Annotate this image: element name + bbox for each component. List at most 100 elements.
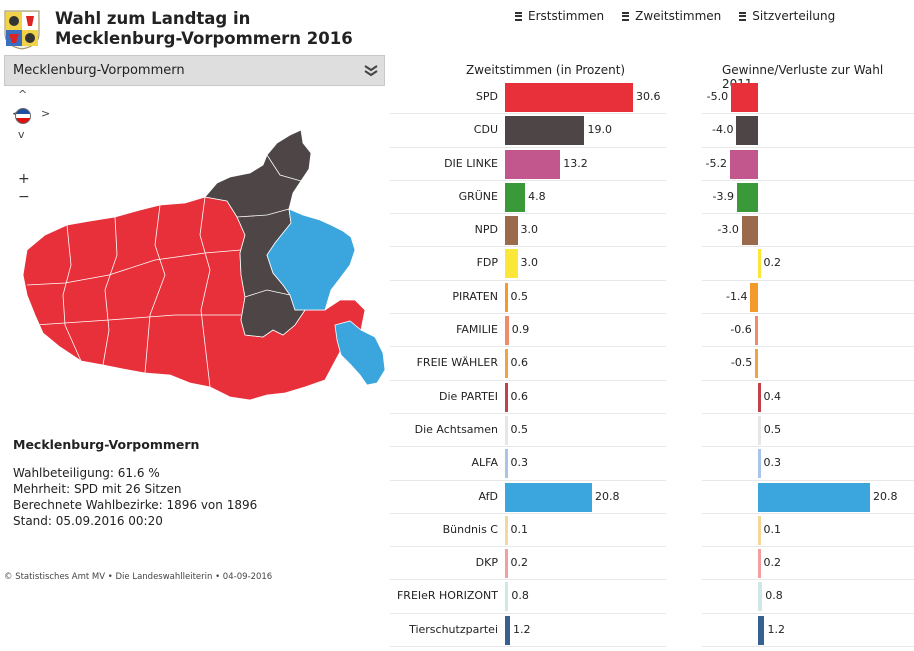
panel-gap xyxy=(666,213,702,248)
nav-label: Sitzverteilung xyxy=(752,9,836,23)
vote-share-label: 0.3 xyxy=(510,456,529,470)
panel-gap xyxy=(666,346,702,381)
panel-gap xyxy=(666,146,702,181)
panel-gap xyxy=(666,179,702,215)
change-bar xyxy=(737,182,758,212)
result-row[interactable]: PIRATEN 0.5 -1.4 xyxy=(390,279,914,315)
vote-share-label: 0.5 xyxy=(510,422,529,436)
vote-share-bar xyxy=(505,282,508,312)
pan-down-icon[interactable]: v xyxy=(18,128,25,141)
zoom-out-button[interactable]: − xyxy=(18,189,30,205)
change-label: 0.3 xyxy=(763,456,782,470)
party-label: CDU xyxy=(473,123,498,137)
change-bar xyxy=(758,582,763,612)
result-row[interactable]: FDP 3.0 0.2 xyxy=(390,246,914,281)
district-borders xyxy=(26,154,302,388)
result-row[interactable]: FAMILIE 0.9 -0.6 xyxy=(390,313,914,348)
result-row[interactable]: Tierschutzpartei 1.2 1.2 xyxy=(390,612,914,648)
change-bar xyxy=(736,116,758,146)
menu-icon xyxy=(739,11,747,21)
title-line-1: Wahl zum Landtag in xyxy=(55,9,251,28)
change-bar xyxy=(758,382,761,412)
vote-share-label: 3.0 xyxy=(520,256,539,270)
result-row[interactable]: AfD 20.8 20.8 xyxy=(390,479,914,514)
result-row[interactable]: CDU 19.0 -4.0 xyxy=(390,113,914,148)
change-bar xyxy=(758,482,870,512)
chart-title-zweitstimmen: Zweitstimmen (in Prozent) xyxy=(466,63,626,77)
result-row[interactable]: FREIE WÄHLER 0.6 -0.5 xyxy=(390,346,914,381)
vote-share-bar xyxy=(505,382,508,412)
result-row[interactable]: NPD 3.0 -3.0 xyxy=(390,213,914,248)
map-region-afd[interactable] xyxy=(266,208,386,386)
party-label: FREIE WÄHLER xyxy=(416,356,498,370)
pan-right-icon[interactable]: > xyxy=(41,107,51,120)
change-label: 0.5 xyxy=(763,422,782,436)
pan-up-icon[interactable]: ^ xyxy=(18,88,28,101)
view-nav: Erststimmen Zweitstimmen Sitzverteilung xyxy=(515,9,835,23)
panel-gap xyxy=(666,313,702,348)
state-flag-icon[interactable] xyxy=(15,108,31,124)
result-row[interactable]: SPD 30.6 -5.0 xyxy=(390,80,914,115)
result-row[interactable]: Die Achtsamen 0.5 0.5 xyxy=(390,412,914,448)
results-chart: SPD 30.6 -5.0 CDU 19.0 -4.0 DIE LINKE 13.2 -5.2 G… xyxy=(390,80,914,648)
change-bar xyxy=(754,316,758,346)
double-chevron-down-icon xyxy=(364,65,378,77)
result-row[interactable]: Die PARTEI 0.6 0.4 xyxy=(390,379,914,414)
change-label: -3.9 xyxy=(712,189,734,203)
nav-zweitstimmen[interactable]: Zweitstimmen xyxy=(622,9,721,23)
map-pan-control: ^ < > v xyxy=(12,88,51,144)
change-bar xyxy=(741,216,758,246)
party-label: FREIeR HORIZONT xyxy=(396,589,498,603)
party-label: PIRATEN xyxy=(452,289,498,303)
turnout-text: Wahlbeteiligung: 61.6 % xyxy=(13,466,160,480)
change-bar xyxy=(758,415,761,445)
change-bar xyxy=(758,549,761,579)
vote-share-label: 0.1 xyxy=(510,522,529,536)
result-row[interactable]: FREIeR HORIZONT 0.8 0.8 xyxy=(390,579,914,614)
result-row[interactable]: DKP 0.2 0.2 xyxy=(390,546,914,581)
stand-text: Stand: 05.09.2016 00:20 xyxy=(13,514,163,528)
panel-gap xyxy=(666,113,702,148)
party-label: FAMILIE xyxy=(456,323,498,337)
nav-label: Erststimmen xyxy=(528,9,605,23)
party-label: DKP xyxy=(475,556,498,570)
result-row[interactable]: ALFA 0.3 0.3 xyxy=(390,446,914,481)
menu-icon xyxy=(515,11,522,21)
majority-text: Mehrheit: SPD mit 26 Sitzen xyxy=(13,482,182,496)
change-bar xyxy=(730,149,758,179)
vote-share-label: 0.6 xyxy=(510,389,529,403)
result-row[interactable]: GRÜNE 4.8 -3.9 xyxy=(390,179,914,215)
region-select[interactable]: Mecklenburg-Vorpommern xyxy=(4,55,385,86)
change-label: 0.2 xyxy=(763,256,782,270)
party-label: Die PARTEI xyxy=(438,389,498,403)
vote-share-bar xyxy=(505,316,509,346)
panel-gap xyxy=(666,579,702,614)
panel-gap xyxy=(666,612,702,648)
change-label: -5.0 xyxy=(706,90,729,103)
panel-gap xyxy=(666,379,702,414)
nav-erststimmen[interactable]: Erststimmen xyxy=(515,9,604,23)
nav-sitzverteilung[interactable]: Sitzverteilung xyxy=(739,9,835,23)
vote-share-bar xyxy=(505,482,592,512)
panel-gap xyxy=(666,412,702,448)
zoom-in-button[interactable]: + xyxy=(18,171,30,187)
change-bar xyxy=(758,615,765,645)
change-label: -4.0 xyxy=(712,123,734,137)
footer-credit: © Statistisches Amt MV • Die Landeswahll… xyxy=(4,572,273,582)
menu-icon xyxy=(622,11,630,21)
result-row[interactable]: DIE LINKE 13.2 -5.2 xyxy=(390,146,914,181)
coat-of-arms-icon xyxy=(4,10,40,50)
party-label: SPD xyxy=(475,90,498,103)
vote-share-label: 3.0 xyxy=(520,223,539,237)
result-row[interactable]: Bündnis C 0.1 0.1 xyxy=(390,512,914,548)
panel-gap xyxy=(666,246,702,281)
vote-share-label: 19.0 xyxy=(587,123,612,137)
district-map[interactable] xyxy=(5,125,397,405)
change-label: 1.2 xyxy=(767,622,785,636)
vote-share-label: 0.8 xyxy=(511,589,529,603)
party-label: Tierschutzpartei xyxy=(409,622,498,636)
vote-share-label: 1.2 xyxy=(513,622,531,636)
vote-share-label: 0.6 xyxy=(510,356,529,370)
vote-share-bar xyxy=(505,549,508,579)
vote-share-bar xyxy=(505,216,518,246)
